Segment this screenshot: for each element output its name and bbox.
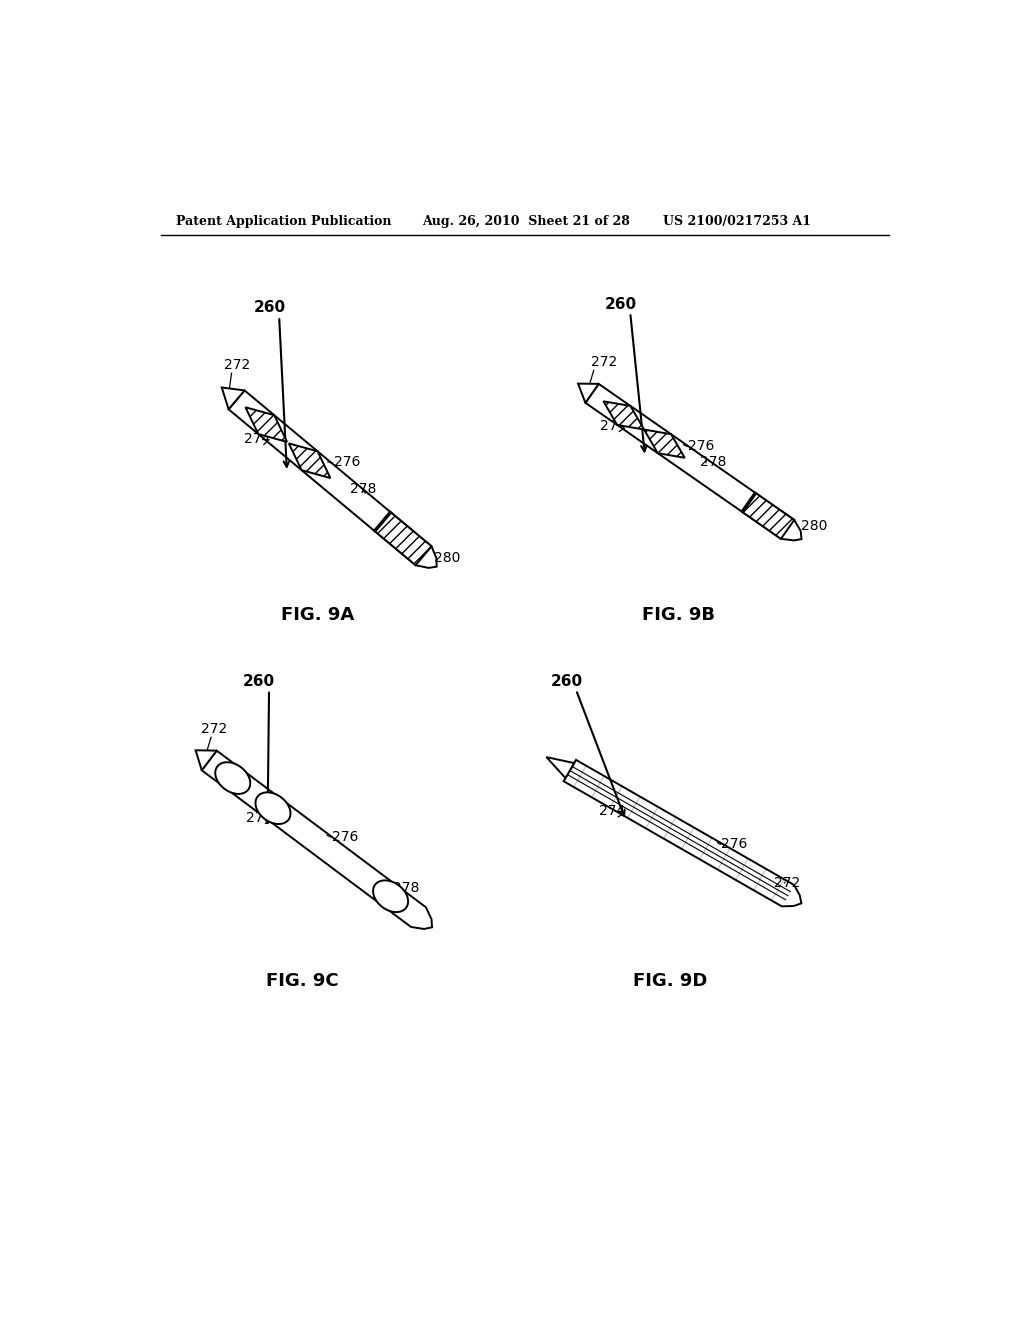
Text: Aug. 26, 2010  Sheet 21 of 28: Aug. 26, 2010 Sheet 21 of 28 [423,215,631,228]
Text: FIG. 9C: FIG. 9C [266,972,339,990]
Text: 274: 274 [246,810,272,825]
Ellipse shape [215,762,250,793]
Text: 272: 272 [201,722,227,735]
Text: 278: 278 [393,880,420,895]
Text: 274: 274 [600,418,626,433]
Polygon shape [289,444,331,478]
Text: 274: 274 [599,804,625,818]
Text: Patent Application Publication: Patent Application Publication [176,215,391,228]
Text: 280: 280 [434,552,460,565]
Polygon shape [579,384,599,403]
Ellipse shape [373,880,409,912]
Polygon shape [196,750,217,771]
Text: 274: 274 [245,432,270,446]
Text: 276: 276 [332,830,358,843]
Text: 260: 260 [550,673,583,689]
Text: 276: 276 [334,455,360,469]
Polygon shape [547,758,574,777]
Ellipse shape [255,792,291,824]
Polygon shape [603,401,644,429]
Polygon shape [228,391,436,568]
Text: FIG. 9D: FIG. 9D [633,972,708,990]
Text: 278: 278 [699,455,726,470]
Text: 272: 272 [591,355,616,370]
Text: 260: 260 [243,673,274,689]
Text: 260: 260 [604,297,637,312]
Polygon shape [374,512,431,565]
Text: 280: 280 [801,519,827,533]
Text: 276: 276 [721,837,748,851]
Polygon shape [586,384,802,540]
Polygon shape [563,760,802,907]
Polygon shape [644,429,685,458]
Polygon shape [202,751,432,929]
Polygon shape [222,388,245,409]
Text: 272: 272 [224,358,250,372]
Text: 260: 260 [254,301,286,315]
Text: FIG. 9A: FIG. 9A [282,606,354,624]
Text: 272: 272 [774,875,801,890]
Text: US 2100/0217253 A1: US 2100/0217253 A1 [663,215,811,228]
Polygon shape [246,408,287,442]
Text: 278: 278 [349,482,376,496]
Text: 276: 276 [688,440,714,453]
Text: FIG. 9B: FIG. 9B [642,606,715,624]
Polygon shape [741,492,795,539]
